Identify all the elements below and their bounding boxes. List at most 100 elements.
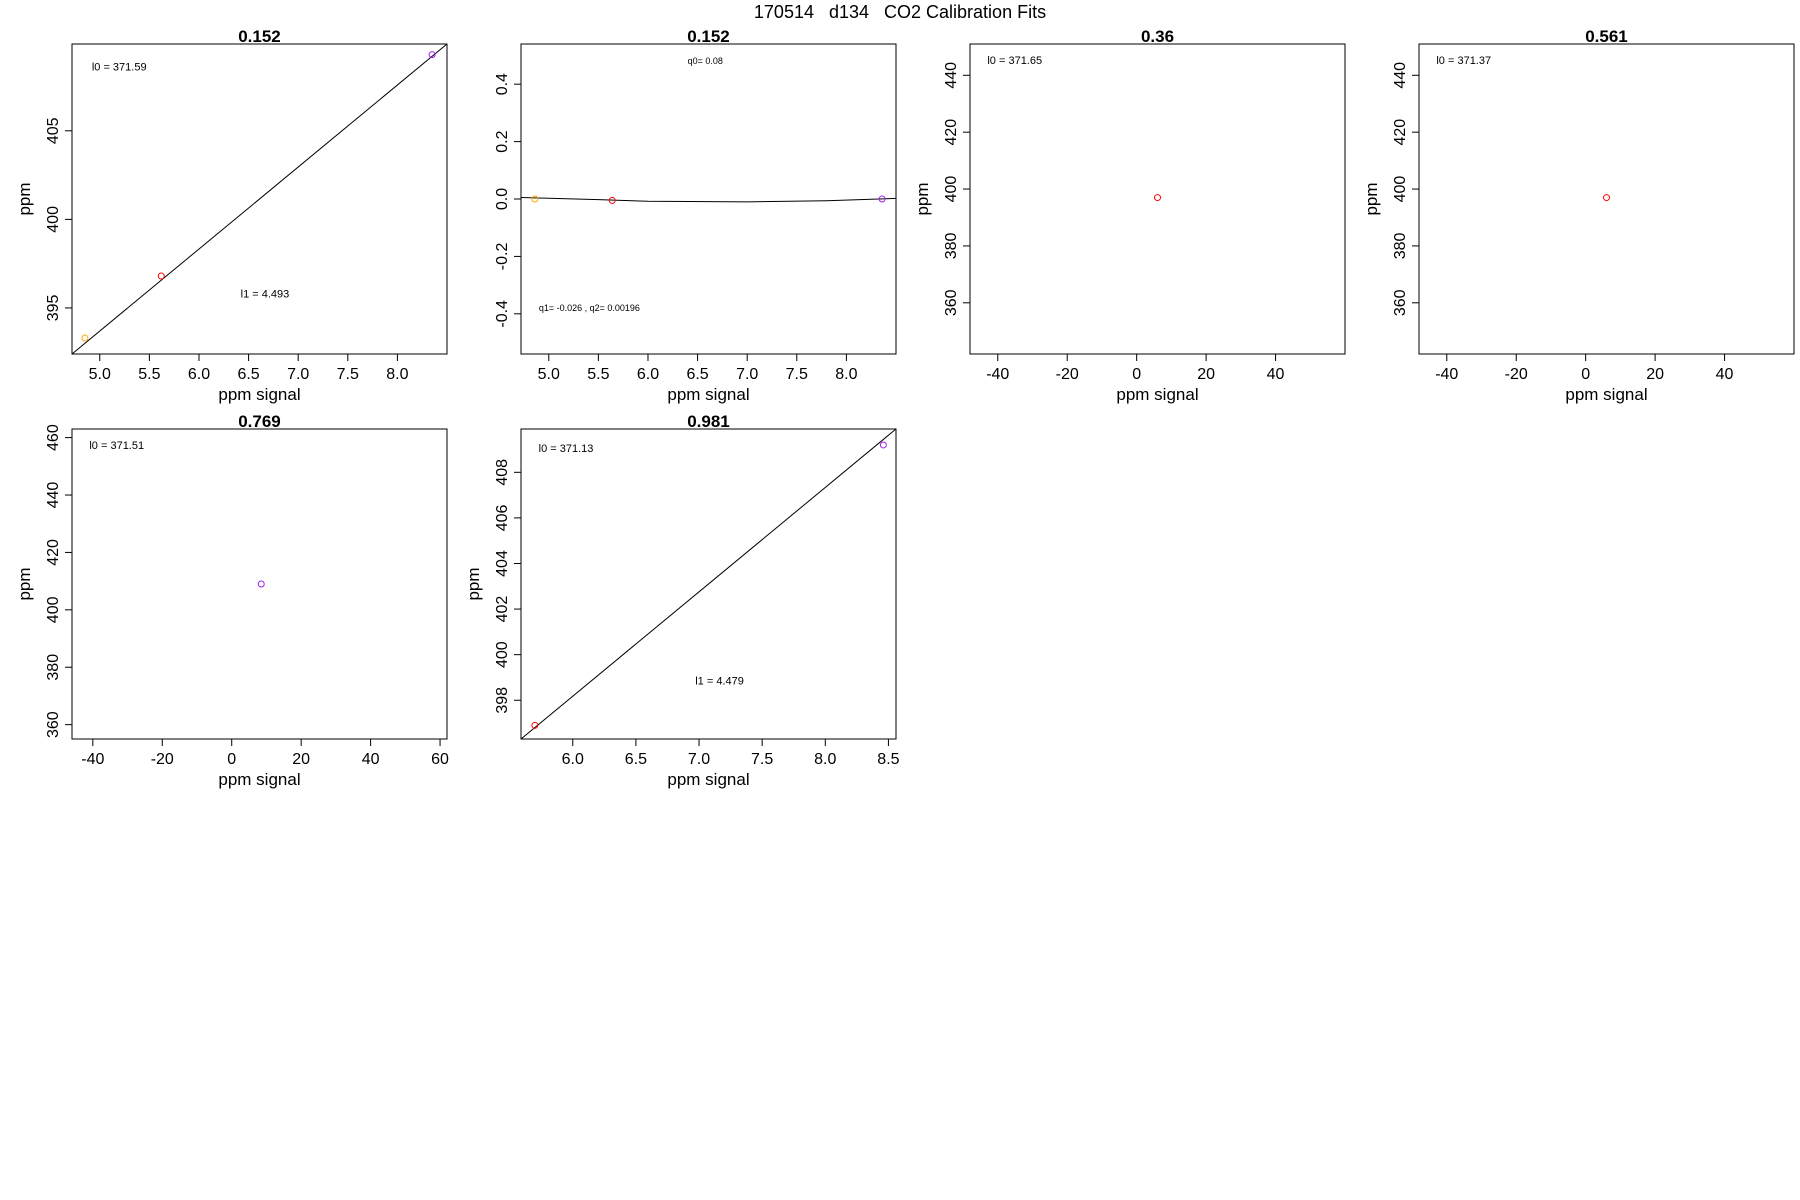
chart-panel-6: 0.981 6.0 6.5 7.0 7.5 8.0 8.5 398 400 402 404 406 40… <box>464 412 900 789</box>
x-axis-label: ppm signal <box>1565 385 1647 404</box>
fit-annotation: q1= -0.026 , q2= 0.00196 <box>539 303 640 313</box>
y-tick-label: 360 <box>45 711 62 738</box>
y-tick-label: 440 <box>45 482 62 509</box>
x-axis-label: ppm signal <box>667 770 749 789</box>
y-tick-label: 460 <box>45 424 62 451</box>
data-point <box>608 196 616 204</box>
x-tick-label: 7.5 <box>786 366 808 383</box>
x-tick-label: 20 <box>292 751 310 768</box>
y-tick-label: 400 <box>943 176 960 203</box>
x-tick-label: 40 <box>362 751 380 768</box>
chart-panel-4: 0.561 -40 -20 0 20 40 360 380 400 420 440 ppm signa… <box>1362 27 1795 404</box>
x-tick-label: 8.0 <box>835 366 857 383</box>
y-tick-label: 420 <box>943 119 960 146</box>
x-tick-label: 6.5 <box>686 366 708 383</box>
y-tick-label: 404 <box>494 550 511 577</box>
x-tick-label: 8.0 <box>814 751 836 768</box>
chart-title: 0.561 <box>1585 27 1628 46</box>
data-point <box>157 272 165 280</box>
y-tick-label: 420 <box>1392 119 1409 146</box>
x-tick-label: 7.0 <box>287 366 309 383</box>
chart-panel-1: 0.152 5.0 5.5 6.0 6.5 7.0 7.5 8.0 395 400 405 ppm s… <box>15 27 448 404</box>
x-tick-label: 6.0 <box>637 366 659 383</box>
y-tick-label: 400 <box>494 641 511 668</box>
data-point <box>1603 194 1610 202</box>
figure-title: 170514 d134 CO2 Calibration Fits <box>753 2 1047 22</box>
y-tick-label: 400 <box>45 596 62 623</box>
x-tick-label: 7.0 <box>688 751 710 768</box>
chart-panel-2: 0.152 5.0 5.5 6.0 6.5 7.0 7.5 8.0 -0.4 -0.2 0.0 0.2… <box>494 27 897 404</box>
y-tick-label: 400 <box>45 206 62 233</box>
x-axis-label: ppm signal <box>218 385 300 404</box>
y-tick-label: 400 <box>1392 176 1409 203</box>
plot-frame <box>1418 43 1795 355</box>
chart-title: 0.152 <box>687 27 730 46</box>
data-point <box>428 51 436 59</box>
plot-frame <box>71 428 448 740</box>
x-tick-label: -20 <box>1056 366 1079 383</box>
plot-frame <box>520 428 897 740</box>
y-tick-label: 398 <box>494 687 511 714</box>
x-tick-label: -40 <box>81 751 104 768</box>
fit-annotation: l0 = 371.51 <box>89 440 144 452</box>
x-tick-label: 20 <box>1197 366 1215 383</box>
chart-panel-3: 0.36 -40 -20 0 20 40 360 380 400 420 440 ppm signal… <box>913 27 1346 404</box>
data-point <box>878 195 886 203</box>
data-point <box>531 195 539 203</box>
x-tick-label: 6.0 <box>188 366 210 383</box>
data-point <box>531 721 539 729</box>
fit-line <box>521 429 896 739</box>
y-tick-label: 440 <box>943 62 960 89</box>
y-axis-label: ppm <box>1362 182 1381 215</box>
chart-title: 0.769 <box>238 412 281 431</box>
x-tick-label: 7.5 <box>751 751 773 768</box>
plot-frame <box>71 43 448 355</box>
x-tick-label: 0 <box>1581 366 1590 383</box>
fit-annotation: l1 = 4.493 <box>241 288 290 300</box>
y-tick-label: 360 <box>943 289 960 316</box>
data-point <box>1154 194 1161 202</box>
plot-frame <box>969 43 1346 355</box>
x-tick-label: 5.0 <box>89 366 111 383</box>
x-tick-label: 7.0 <box>736 366 758 383</box>
y-tick-label: 395 <box>45 294 62 321</box>
x-tick-label: 5.0 <box>538 366 560 383</box>
fit-annotation: l0 = 371.13 <box>539 443 594 455</box>
x-tick-label: 5.5 <box>138 366 160 383</box>
x-tick-label: 40 <box>1716 366 1734 383</box>
x-tick-label: 0 <box>227 751 236 768</box>
chart-title: 0.981 <box>687 412 730 431</box>
x-tick-label: -20 <box>151 751 174 768</box>
x-tick-label: -40 <box>1435 366 1458 383</box>
y-axis-label: ppm <box>464 567 483 600</box>
x-tick-label: 6.5 <box>237 366 259 383</box>
y-tick-label: 360 <box>1392 289 1409 316</box>
y-axis-label: ppm <box>15 182 34 215</box>
data-point <box>81 334 89 342</box>
y-tick-label: 0.2 <box>494 130 511 152</box>
y-tick-label: 405 <box>45 117 62 144</box>
y-tick-label: 420 <box>45 539 62 566</box>
y-axis-label: ppm <box>15 567 34 600</box>
x-tick-label: 8.0 <box>386 366 408 383</box>
x-tick-label: -40 <box>986 366 1009 383</box>
y-tick-label: -0.4 <box>494 300 511 328</box>
x-axis-label: ppm signal <box>1116 385 1198 404</box>
chart-title: 0.36 <box>1141 27 1174 46</box>
y-tick-label: 0.4 <box>494 73 511 95</box>
y-tick-label: 0.0 <box>494 188 511 210</box>
fit-annotation: l1 = 4.479 <box>695 675 744 687</box>
x-tick-label: 20 <box>1646 366 1664 383</box>
y-tick-label: 406 <box>494 504 511 531</box>
y-axis-label: ppm <box>913 182 932 215</box>
x-tick-label: 6.5 <box>625 751 647 768</box>
fit-line <box>521 197 896 203</box>
y-tick-label: 380 <box>943 232 960 259</box>
x-tick-label: -20 <box>1505 366 1528 383</box>
fit-line <box>72 44 447 354</box>
fit-annotation: l0 = 371.65 <box>987 55 1042 67</box>
x-axis-label: ppm signal <box>218 770 300 789</box>
fit-annotation: l0 = 371.37 <box>1436 55 1491 67</box>
x-tick-label: 7.5 <box>337 366 359 383</box>
